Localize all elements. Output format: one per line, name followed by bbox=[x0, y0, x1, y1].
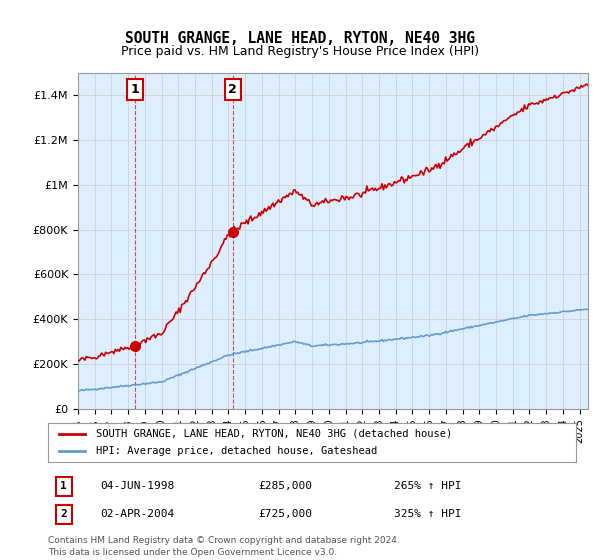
Text: 04-JUN-1998: 04-JUN-1998 bbox=[101, 481, 175, 491]
Text: Contains HM Land Registry data © Crown copyright and database right 2024.: Contains HM Land Registry data © Crown c… bbox=[48, 536, 400, 545]
Text: 325% ↑ HPI: 325% ↑ HPI bbox=[394, 509, 462, 519]
Text: HPI: Average price, detached house, Gateshead: HPI: Average price, detached house, Gate… bbox=[95, 446, 377, 456]
Text: £285,000: £285,000 bbox=[259, 481, 313, 491]
Text: SOUTH GRANGE, LANE HEAD, RYTON, NE40 3HG (detached house): SOUTH GRANGE, LANE HEAD, RYTON, NE40 3HG… bbox=[95, 429, 452, 439]
Text: 265% ↑ HPI: 265% ↑ HPI bbox=[394, 481, 462, 491]
Text: 02-APR-2004: 02-APR-2004 bbox=[101, 509, 175, 519]
Text: 1: 1 bbox=[131, 83, 140, 96]
Text: 1: 1 bbox=[61, 481, 67, 491]
Text: SOUTH GRANGE, LANE HEAD, RYTON, NE40 3HG: SOUTH GRANGE, LANE HEAD, RYTON, NE40 3HG bbox=[125, 31, 475, 46]
Text: This data is licensed under the Open Government Licence v3.0.: This data is licensed under the Open Gov… bbox=[48, 548, 337, 557]
Text: Price paid vs. HM Land Registry's House Price Index (HPI): Price paid vs. HM Land Registry's House … bbox=[121, 45, 479, 58]
Text: 2: 2 bbox=[61, 509, 67, 519]
Text: 2: 2 bbox=[228, 83, 237, 96]
Text: £725,000: £725,000 bbox=[259, 509, 313, 519]
